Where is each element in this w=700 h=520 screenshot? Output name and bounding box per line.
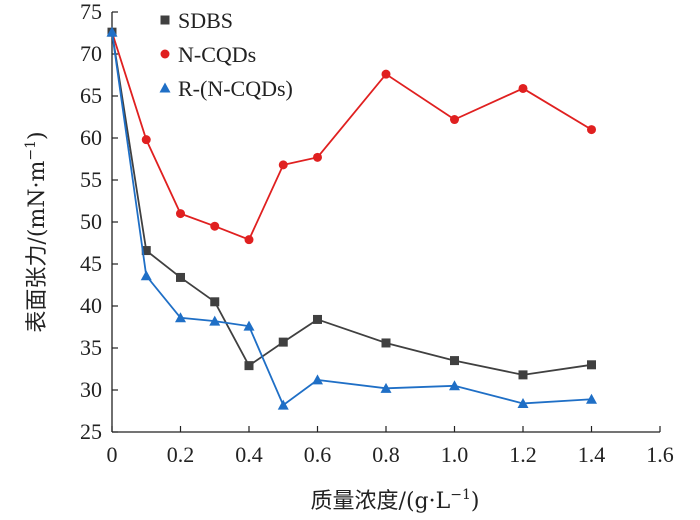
series-layer [106, 26, 597, 410]
data-point-n-cqds [210, 221, 220, 231]
data-point-sdbs [278, 337, 288, 347]
legend-marker-r-n-cqds [159, 82, 171, 93]
data-point-n-cqds [450, 115, 459, 125]
series-r-n-cqds [106, 26, 597, 410]
legend-marker-sdbs [160, 15, 170, 25]
data-point-sdbs [381, 338, 391, 348]
data-point-r-n-cqds [586, 393, 597, 404]
data-point-r-n-cqds [380, 382, 392, 393]
y-tick-label: 25 [80, 419, 102, 444]
x-axis-ticks: 0 0.2 0.4 0.6 0.8 1.0 1.2 1.4 1.6 [107, 426, 674, 467]
data-point-sdbs [450, 356, 459, 366]
y-tick-label: 50 [80, 209, 102, 234]
y-tick-label: 30 [80, 377, 102, 402]
data-point-sdbs [587, 360, 596, 370]
y-tick-label: 70 [80, 41, 102, 66]
legend-marker-n-cqds [160, 49, 170, 59]
y-tick-label: 35 [80, 335, 102, 360]
x-tick-label: 0.2 [167, 442, 195, 467]
x-tick-label: 1.0 [441, 442, 469, 467]
x-tick-label: 0.8 [372, 442, 400, 467]
data-point-r-n-cqds [106, 26, 118, 37]
legend: SDBS N-CQDs R-(N-CQDs) [159, 8, 293, 101]
data-point-n-cqds [244, 235, 254, 245]
series-sdbs [107, 27, 596, 380]
legend-label-r-n-cqds: R-(N-CQDs) [178, 76, 293, 101]
x-tick-label: 0.4 [235, 442, 263, 467]
data-point-sdbs [518, 370, 528, 380]
data-point-n-cqds [141, 135, 151, 145]
y-tick-label: 75 [80, 0, 102, 24]
x-tick-label: 0 [107, 442, 118, 467]
data-point-r-n-cqds [175, 312, 186, 323]
data-point-sdbs [141, 246, 151, 256]
data-point-r-n-cqds [243, 320, 255, 331]
data-point-r-n-cqds [312, 374, 323, 385]
y-tick-label: 45 [80, 251, 102, 276]
y-axis-title: 表面张力/(mN·m−1) [23, 131, 50, 332]
legend-label-sdbs: SDBS [178, 8, 233, 33]
y-tick-label: 40 [80, 293, 102, 318]
y-axis-ticks: 25 30 35 40 45 50 55 60 65 70 75 [80, 0, 118, 444]
data-point-sdbs [313, 314, 322, 324]
data-point-n-cqds [176, 209, 185, 219]
data-point-n-cqds [518, 83, 528, 93]
x-tick-label: 1.2 [509, 442, 537, 467]
data-point-n-cqds [313, 152, 322, 162]
x-axis-title: 质量浓度/(g·L−1) [311, 487, 480, 514]
legend-label-n-cqds: N-CQDs [178, 42, 256, 67]
data-point-sdbs [176, 272, 185, 282]
data-point-n-cqds [278, 160, 288, 170]
data-point-sdbs [244, 361, 254, 371]
data-point-n-cqds [587, 125, 596, 135]
data-point-r-n-cqds [277, 399, 289, 410]
data-point-r-n-cqds [449, 380, 460, 391]
data-point-r-n-cqds [209, 315, 221, 326]
series-n-cqds [107, 27, 596, 245]
data-point-n-cqds [381, 69, 391, 79]
data-point-sdbs [210, 297, 220, 307]
x-tick-label: 1.4 [578, 442, 606, 467]
x-tick-label: 0.6 [304, 442, 332, 467]
y-tick-label: 55 [80, 167, 102, 192]
data-point-r-n-cqds [517, 397, 529, 408]
data-point-r-n-cqds [140, 270, 152, 281]
y-tick-label: 65 [80, 83, 102, 108]
y-tick-label: 60 [80, 125, 102, 150]
x-tick-label: 1.6 [646, 442, 674, 467]
